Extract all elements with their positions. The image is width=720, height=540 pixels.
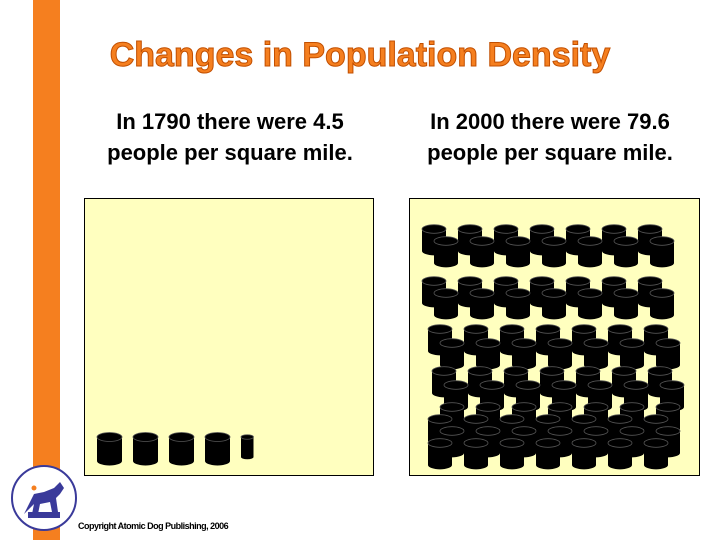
person-cylinder-icon bbox=[541, 236, 567, 268]
person-cylinder-icon bbox=[499, 438, 525, 470]
person-cylinder-icon bbox=[577, 236, 603, 268]
person-cylinder-icon bbox=[469, 288, 495, 320]
slide-title: Changes in Population Density bbox=[109, 36, 611, 75]
density-panel-1790 bbox=[84, 198, 374, 476]
person-cylinder-icon bbox=[463, 438, 489, 470]
person-cylinder-icon bbox=[535, 438, 561, 470]
caption-2000: In 2000 there were 79.6 people per squar… bbox=[427, 109, 673, 165]
person-cylinder-icon bbox=[505, 288, 531, 320]
person-cylinder-icon bbox=[655, 338, 681, 370]
copyright-notice: Copyright Atomic Dog Publishing, 2006 bbox=[78, 521, 229, 531]
density-panel-2000 bbox=[409, 198, 700, 476]
person-cylinder-icon bbox=[168, 432, 195, 466]
person-cylinder-icon bbox=[96, 432, 123, 466]
person-cylinder-icon bbox=[613, 288, 639, 320]
person-cylinder-icon bbox=[571, 438, 597, 470]
person-cylinder-icon bbox=[547, 338, 573, 370]
person-cylinder-icon bbox=[475, 338, 501, 370]
cylinder-group-2000 bbox=[421, 224, 685, 470]
person-cylinder-icon bbox=[613, 236, 639, 268]
person-cylinder-icon bbox=[469, 236, 495, 268]
person-cylinder-icon bbox=[132, 432, 159, 466]
person-cylinder-icon bbox=[577, 288, 603, 320]
accent-bar bbox=[33, 0, 60, 540]
person-cylinder-icon bbox=[427, 438, 453, 470]
person-cylinder-icon bbox=[439, 338, 465, 370]
person-cylinder-icon bbox=[607, 438, 633, 470]
person-cylinder-icon bbox=[505, 236, 531, 268]
caption-1790: In 1790 there were 4.5 people per square… bbox=[107, 109, 353, 165]
cylinder-group-1790 bbox=[96, 432, 254, 466]
person-cylinder-icon bbox=[541, 288, 567, 320]
person-cylinder-icon bbox=[643, 438, 669, 470]
person-cylinder-icon bbox=[433, 236, 459, 268]
person-cylinder-icon bbox=[240, 434, 254, 460]
person-cylinder-icon bbox=[511, 338, 537, 370]
person-cylinder-icon bbox=[649, 236, 675, 268]
person-cylinder-icon bbox=[583, 338, 609, 370]
person-cylinder-icon bbox=[649, 288, 675, 320]
person-cylinder-icon bbox=[433, 288, 459, 320]
atomic-dog-logo-icon bbox=[11, 465, 77, 531]
person-cylinder-icon bbox=[204, 432, 231, 466]
person-cylinder-icon bbox=[619, 338, 645, 370]
